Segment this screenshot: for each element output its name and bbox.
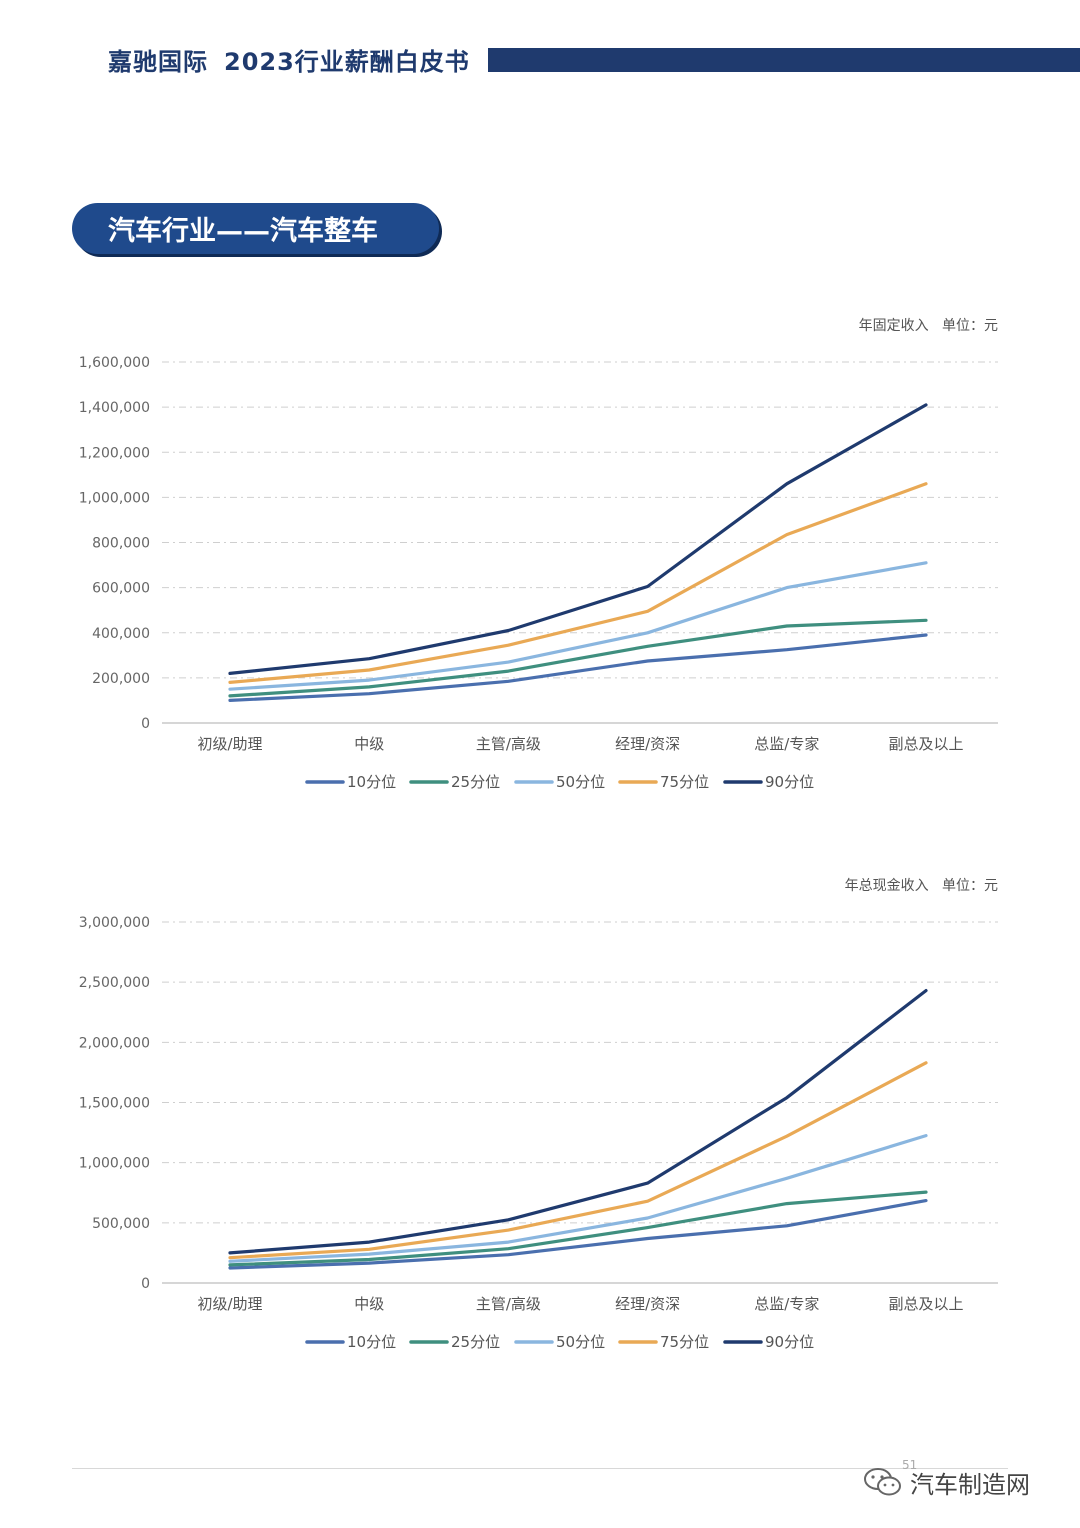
- watermark-text: 汽车制造网: [910, 1470, 1030, 1499]
- series-line-25分位: [228, 1190, 928, 1267]
- wechat-icon: [864, 1468, 901, 1496]
- series-line-90分位: [228, 403, 928, 675]
- chart-unit-label: 年固定收入 单位：元: [859, 318, 998, 334]
- legend-label: 75分位: [660, 773, 709, 791]
- y-tick-label: 0: [141, 1276, 150, 1292]
- legend-label: 50分位: [556, 773, 605, 791]
- page-number: 51: [902, 1458, 918, 1472]
- series-line-75分位: [228, 1061, 928, 1260]
- y-tick-label: 200,000: [92, 671, 150, 687]
- y-tick-label: 800,000: [92, 536, 150, 552]
- legend-label: 90分位: [765, 1333, 814, 1351]
- fixed-income-chart: 年固定收入 单位：元 0 200,000 400,000 600,000 800,000 1…: [79, 318, 998, 791]
- y-tick-label: 3,000,000: [79, 915, 150, 931]
- series-line-10分位: [228, 633, 928, 702]
- x-tick-label: 中级: [354, 1295, 384, 1313]
- y-tick-label: 0: [141, 716, 150, 732]
- header-title: 嘉驰国际 2023行业薪酬白皮书: [108, 42, 470, 77]
- series-line-50分位: [228, 1134, 928, 1263]
- footer-divider: [72, 1468, 1008, 1469]
- y-tick-label: 1,200,000: [79, 445, 150, 461]
- y-tick-label: 1,500,000: [79, 1096, 150, 1112]
- series-line-25分位: [228, 618, 928, 698]
- header-whitepaper-title: 2023行业薪酬白皮书: [224, 48, 470, 76]
- chart-unit-label: 年总现金收入 单位：元: [845, 878, 998, 894]
- x-tick-label: 主管/高级: [476, 1295, 541, 1313]
- legend-label: 25分位: [451, 1333, 500, 1351]
- y-tick-label: 600,000: [92, 581, 150, 597]
- x-tick-label: 主管/高级: [476, 735, 541, 753]
- header-brand: 嘉驰国际: [108, 48, 208, 76]
- legend-label: 10分位: [347, 773, 396, 791]
- y-tick-label: 2,500,000: [79, 975, 150, 991]
- y-tick-label: 400,000: [92, 626, 150, 642]
- legend-label: 75分位: [660, 1333, 709, 1351]
- x-tick-label: 初级/助理: [197, 735, 262, 753]
- watermark: 汽车制造网: [862, 1464, 1030, 1500]
- x-tick-label: 总监/专家: [754, 1295, 819, 1313]
- legend-label: 50分位: [556, 1333, 605, 1351]
- x-tick-label: 初级/助理: [197, 1295, 262, 1313]
- series-line-50分位: [228, 561, 928, 691]
- legend-label: 25分位: [451, 773, 500, 791]
- y-tick-label: 1,000,000: [79, 1156, 150, 1172]
- y-tick-label: 1,600,000: [79, 355, 150, 371]
- x-tick-label: 中级: [354, 735, 384, 753]
- y-tick-label: 2,000,000: [79, 1035, 150, 1051]
- section-title-pill: 汽车行业——汽车整车: [72, 203, 439, 254]
- header-bar: [488, 48, 1080, 72]
- x-tick-label: 经理/资深: [615, 735, 680, 753]
- x-tick-label: 副总及以上: [888, 1295, 963, 1313]
- y-tick-label: 1,000,000: [79, 490, 150, 506]
- series-line-10分位: [228, 1199, 928, 1270]
- y-tick-label: 1,400,000: [79, 400, 150, 416]
- total-cash-income-chart: 年总现金收入 单位：元 0 500,000 1,000,000 1,500,000 2,0…: [79, 878, 998, 1351]
- x-tick-label: 副总及以上: [888, 735, 963, 753]
- series-line-90分位: [228, 989, 928, 1255]
- legend-label: 90分位: [765, 773, 814, 791]
- x-tick-label: 经理/资深: [615, 1295, 680, 1313]
- series-line-75分位: [228, 482, 928, 684]
- legend-label: 10分位: [347, 1333, 396, 1351]
- section-title: 汽车行业——汽车整车: [108, 216, 378, 247]
- x-tick-label: 总监/专家: [754, 735, 819, 753]
- y-tick-label: 500,000: [92, 1216, 150, 1232]
